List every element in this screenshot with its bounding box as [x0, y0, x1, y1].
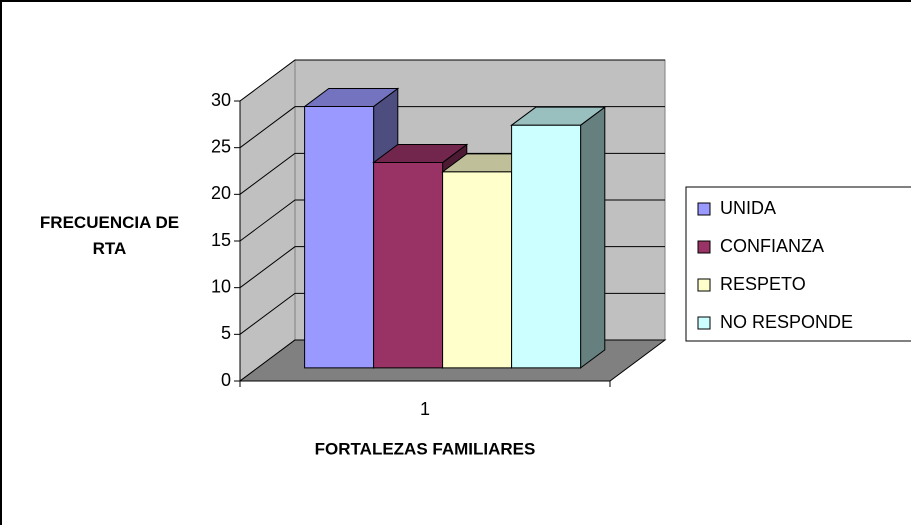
- legend-swatch: [697, 240, 711, 254]
- bar-front: [304, 106, 375, 369]
- legend-box: [685, 186, 911, 342]
- y-tick-label: 10: [211, 276, 231, 296]
- x-axis-title: FORTALEZAS FAMILIARES: [315, 439, 536, 458]
- y-axis-title-text: FRECUENCIA DE RTA: [39, 213, 180, 258]
- bar-side: [580, 106, 606, 369]
- legend-swatch: [697, 316, 711, 330]
- y-tick-label: 5: [221, 323, 231, 343]
- grid-line: [239, 106, 665, 149]
- y-axis-title: FRECUENCIA DE RTA: [22, 210, 197, 262]
- y-tick-label: 25: [211, 136, 231, 156]
- legend-label: UNIDA: [720, 198, 776, 218]
- legend-label: RESPETO: [720, 274, 806, 294]
- y-tick-label: 0: [221, 370, 231, 390]
- bar: [510, 106, 607, 369]
- bar-front: [442, 171, 513, 369]
- y-tick-label: 30: [211, 90, 231, 110]
- bar-front: [373, 162, 444, 369]
- y-tick-label: 15: [211, 230, 231, 250]
- legend-swatch: [697, 278, 711, 292]
- grid-line: [239, 59, 665, 102]
- x-tick-label: 1: [420, 399, 430, 419]
- legend-label: NO RESPONDE: [720, 312, 853, 332]
- legend-swatch: [697, 202, 711, 216]
- legend-label: CONFIANZA: [720, 236, 824, 256]
- y-tick-label: 20: [211, 183, 231, 203]
- bar-front: [511, 124, 582, 369]
